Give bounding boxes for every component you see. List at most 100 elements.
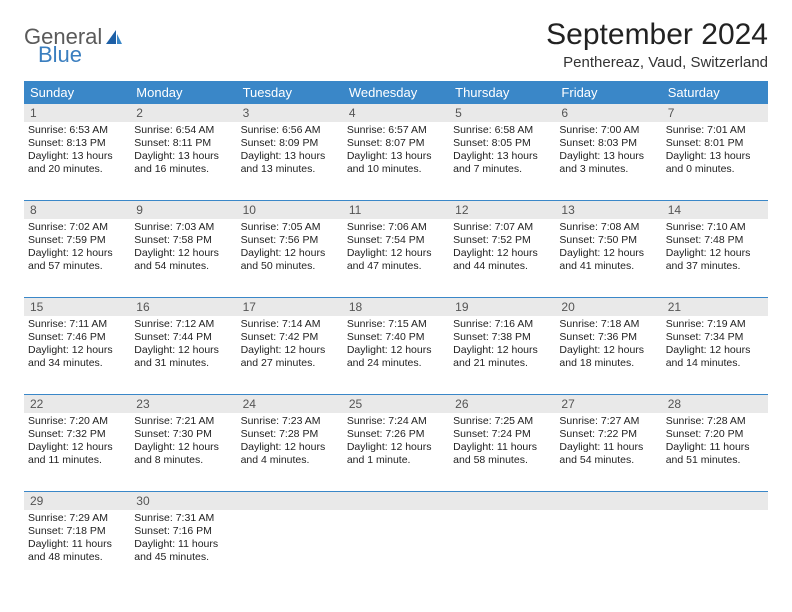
sunset: Sunset: 7:18 PM [28,525,126,538]
daylight-line1: Daylight: 11 hours [666,441,764,454]
day-number: 18 [343,298,449,316]
day-number: 27 [555,395,661,413]
daylight-line1: Daylight: 13 hours [666,150,764,163]
daylight-line2: and 4 minutes. [241,454,339,467]
day-number: 17 [237,298,343,316]
sunset: Sunset: 7:36 PM [559,331,657,344]
day-cell: Sunrise: 7:03 AMSunset: 7:58 PMDaylight:… [130,219,236,297]
sunrise: Sunrise: 7:11 AM [28,318,126,331]
sunset: Sunset: 7:44 PM [134,331,232,344]
location: Penthereaz, Vaud, Switzerland [546,54,768,71]
daylight-line2: and 14 minutes. [666,357,764,370]
sunset: Sunset: 7:46 PM [28,331,126,344]
daylight-line1: Daylight: 12 hours [134,441,232,454]
day-number: 8 [24,201,130,219]
daylight-line1: Daylight: 12 hours [347,441,445,454]
day-cell: Sunrise: 7:19 AMSunset: 7:34 PMDaylight:… [662,316,768,394]
sunset: Sunset: 7:48 PM [666,234,764,247]
daylight-line1: Daylight: 12 hours [28,247,126,260]
sunset: Sunset: 7:32 PM [28,428,126,441]
daylight-line2: and 13 minutes. [241,163,339,176]
daylight-line2: and 58 minutes. [453,454,551,467]
week-row: Sunrise: 6:53 AMSunset: 8:13 PM Daylight:… [24,122,768,201]
sunrise: Sunrise: 7:19 AM [666,318,764,331]
day-cell [237,510,343,588]
sunrise: Sunrise: 7:12 AM [134,318,232,331]
sunset: Sunset: 8:03 PM [559,137,657,150]
day-number: 28 [662,395,768,413]
sunset: Sunset: 7:38 PM [453,331,551,344]
sunrise: Sunrise: 7:06 AM [347,221,445,234]
daylight-line2: and 37 minutes. [666,260,764,273]
sunset: Sunset: 8:01 PM [666,137,764,150]
day-number: 13 [555,201,661,219]
daylight-line2: and 10 minutes. [347,163,445,176]
sunset: Sunset: 7:58 PM [134,234,232,247]
daylight-line2: and 48 minutes. [28,551,126,564]
daylight-line2: and 11 minutes. [28,454,126,467]
sunrise: Sunrise: 7:07 AM [453,221,551,234]
weekday-wed: Wednesday [343,81,449,104]
day-cell [343,510,449,588]
day-number-row: 2930 [24,492,768,510]
day-number [237,492,343,510]
day-number [555,492,661,510]
day-cell: Sunrise: 7:21 AMSunset: 7:30 PMDaylight:… [130,413,236,491]
day-number: 7 [662,104,768,122]
sunset: Sunset: 7:56 PM [241,234,339,247]
day-number: 15 [24,298,130,316]
daylight-line2: and 3 minutes. [559,163,657,176]
day-number [662,492,768,510]
daylight-line1: Daylight: 13 hours [241,150,339,163]
daylight-line2: and 24 minutes. [347,357,445,370]
day-number: 23 [130,395,236,413]
sunset: Sunset: 7:30 PM [134,428,232,441]
day-number: 12 [449,201,555,219]
sunset: Sunset: 8:07 PM [347,137,445,150]
sunset: Sunset: 7:24 PM [453,428,551,441]
day-cell: Sunrise: 7:24 AMSunset: 7:26 PMDaylight:… [343,413,449,491]
daylight-line2: and 18 minutes. [559,357,657,370]
day-cell: Sunrise: 7:31 AMSunset: 7:16 PMDaylight:… [130,510,236,588]
day-number: 5 [449,104,555,122]
calendar: Sunday Monday Tuesday Wednesday Thursday… [24,81,768,588]
weekday-fri: Friday [555,81,661,104]
day-number-row: 22232425262728 [24,395,768,413]
day-number: 4 [343,104,449,122]
day-number: 16 [130,298,236,316]
daylight-line1: Daylight: 12 hours [241,344,339,357]
logo-line2: Blue [38,42,82,68]
sunset: Sunset: 7:50 PM [559,234,657,247]
sunrise: Sunrise: 7:10 AM [666,221,764,234]
daylight-line1: Daylight: 11 hours [134,538,232,551]
day-cell: Sunrise: 7:15 AMSunset: 7:40 PMDaylight:… [343,316,449,394]
daylight-line1: Daylight: 12 hours [134,247,232,260]
day-number: 25 [343,395,449,413]
sunrise: Sunrise: 7:03 AM [134,221,232,234]
sunrise: Sunrise: 7:31 AM [134,512,232,525]
week-row: Sunrise: 7:11 AMSunset: 7:46 PM Daylight:… [24,316,768,395]
sunrise: Sunrise: 7:28 AM [666,415,764,428]
day-cell: Sunrise: 6:56 AMSunset: 8:09 PMDaylight:… [237,122,343,200]
sunrise: Sunrise: 7:00 AM [559,124,657,137]
sunrise: Sunrise: 7:14 AM [241,318,339,331]
day-number-row: 1234567 [24,104,768,122]
day-number: 6 [555,104,661,122]
day-number: 14 [662,201,768,219]
sunset: Sunset: 7:16 PM [134,525,232,538]
sunrise: Sunrise: 7:29 AM [28,512,126,525]
sunrise: Sunrise: 6:53 AM [28,124,126,137]
sunset: Sunset: 7:40 PM [347,331,445,344]
day-cell: Sunrise: 7:07 AMSunset: 7:52 PMDaylight:… [449,219,555,297]
daylight-line1: Daylight: 12 hours [666,344,764,357]
day-cell: Sunrise: 7:23 AMSunset: 7:28 PMDaylight:… [237,413,343,491]
sunrise: Sunrise: 7:01 AM [666,124,764,137]
logo-text-2: Blue [38,42,82,67]
day-cell: Sunrise: 7:14 AMSunset: 7:42 PMDaylight:… [237,316,343,394]
day-cell: Sunrise: 6:58 AMSunset: 8:05 PMDaylight:… [449,122,555,200]
day-number-row: 15161718192021 [24,298,768,316]
sunset: Sunset: 8:13 PM [28,137,126,150]
day-number: 10 [237,201,343,219]
sunrise: Sunrise: 7:18 AM [559,318,657,331]
day-number: 3 [237,104,343,122]
